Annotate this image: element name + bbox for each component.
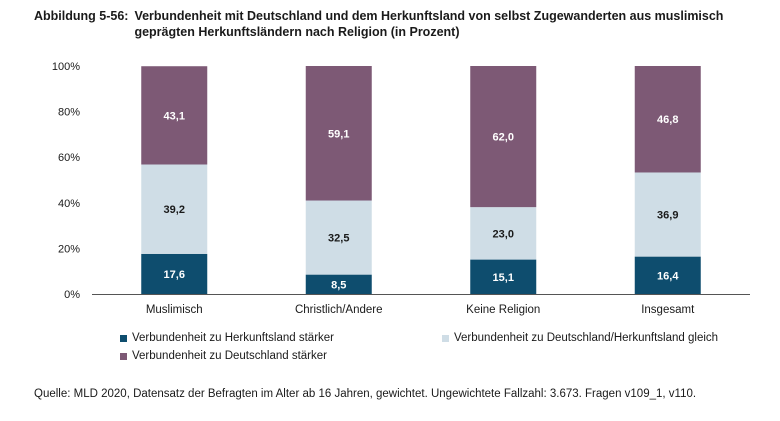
data-label: 17,6	[164, 269, 185, 281]
bar-segment	[141, 253, 208, 294]
legend-swatch	[120, 352, 127, 360]
chart-legend: Verbundenheit zu Herkunftsland stärker Ve…	[120, 332, 760, 376]
data-label: 8,5	[331, 279, 346, 291]
figure-number: Abbildung 5-56:	[34, 9, 129, 23]
figure-title: Abbildung 5-56: Verbundenheit mit Deutsc…	[34, 8, 754, 40]
bar-segment	[305, 274, 372, 294]
y-tick-label: 60%	[58, 152, 80, 164]
bar-segment	[470, 66, 537, 208]
legend-swatch	[442, 334, 449, 342]
x-category-label: Keine Religion	[466, 304, 540, 316]
source-note: Quelle: MLD 2020, Datensatz der Befragte…	[34, 388, 697, 400]
data-label: 46,8	[657, 114, 678, 126]
x-category-label: Christlich/Andere	[295, 304, 383, 316]
data-label: 59,1	[328, 128, 349, 140]
legend-item: Verbundenheit zu Deutschland stärker	[120, 350, 327, 362]
bar-segment	[470, 259, 537, 294]
bar-segment	[305, 200, 372, 275]
data-label: 32,5	[328, 233, 349, 245]
bar-segment	[634, 256, 701, 294]
x-category-label: Insgesamt	[641, 304, 695, 316]
data-label: 43,1	[164, 110, 185, 122]
legend-swatch	[120, 334, 127, 342]
bar-segment	[634, 66, 701, 173]
y-tick-label: 40%	[58, 198, 80, 210]
bar-segment	[634, 172, 701, 257]
data-label: 15,1	[493, 272, 514, 284]
data-label: 23,0	[493, 228, 514, 240]
data-label: 16,4	[657, 270, 679, 282]
y-tick-label: 100%	[52, 61, 80, 73]
legend-item: Verbundenheit zu Herkunftsland stärker	[120, 332, 334, 344]
data-label: 36,9	[657, 210, 678, 222]
bar-segment	[141, 164, 208, 254]
legend-label: Verbundenheit zu Deutschland stärker	[132, 350, 327, 362]
bar-segment	[470, 207, 537, 260]
figure-title-text: Verbundenheit mit Deutschland und dem He…	[134, 9, 724, 39]
bar-segment	[305, 66, 372, 201]
x-category-label: Muslimisch	[146, 304, 203, 316]
y-tick-label: 80%	[58, 107, 80, 119]
legend-label: Verbundenheit zu Deutschland/Herkunftsla…	[454, 332, 719, 344]
y-tick-label: 20%	[58, 243, 80, 255]
y-tick-label: 0%	[64, 289, 80, 301]
legend-label: Verbundenheit zu Herkunftsland stärker	[132, 332, 335, 344]
bar-segment	[141, 66, 208, 165]
legend-item: Verbundenheit zu Deutschland/Herkunftsla…	[442, 332, 718, 344]
data-label: 62,0	[493, 132, 514, 144]
data-label: 39,2	[164, 204, 185, 216]
